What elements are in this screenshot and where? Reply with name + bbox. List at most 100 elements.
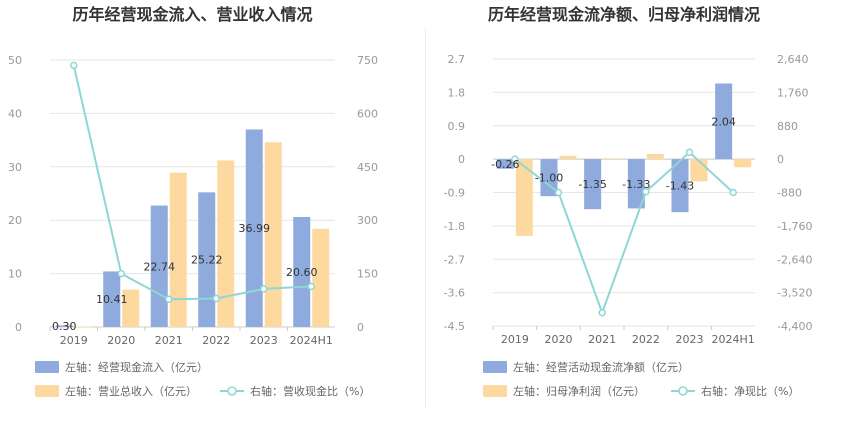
right-axis-tick-label: -4,400 [777,320,812,333]
legend-swatch-secondary [35,385,59,397]
bar-2019-primary [55,325,73,327]
data-label-2022: -1.33 [622,178,650,191]
left-axis-tick-label: 50 [8,54,22,67]
data-label-2019: -0.26 [491,158,519,171]
legend-line-marker [227,386,237,396]
bar-2024H1-primary [715,83,733,160]
bar-2024H1-secondary [312,228,330,327]
bar-2021-secondary [169,172,187,327]
bar-2023-primary [245,129,263,327]
line-point-2023 [685,148,694,157]
bar-2019-secondary [515,159,533,236]
bar-2022-primary [198,192,216,327]
bar-2019-primary [496,159,514,169]
bar-2021-secondary [603,159,621,160]
chart-left: 历年经营现金流入、营业收入情况 0 10 20 30 40 50 0 150 300 450 600 7… [8,5,378,398]
x-axis-label: 2021 [588,333,616,346]
x-axis-label: 2020 [107,334,135,347]
left-axis-tick-label: 40 [8,107,22,120]
chart-left-panel: 历年经营现金流入、营业收入情况 0 10 20 30 40 50 0 150 300 450 600 7… [8,5,378,398]
chart-right-panel: 历年经营现金流净额、归母净利润情况 -4.5 -3.6 -2.7 -1.8 -0.9 0 0.… [425,0,850,437]
panel-divider [425,28,426,408]
legend-swatch-secondary [483,385,507,397]
right-axis-tick-label: 150 [357,268,378,281]
x-axis-label: 2022 [202,334,230,347]
bar-2022-secondary [217,160,235,327]
bar-2023-primary [671,159,689,213]
left-axis-tick-label: 1.8 [448,86,466,99]
left-axis-tick-label: 0 [15,321,22,334]
x-axis-label: 2019 [501,333,529,346]
right-axis-tick-label: -1,760 [777,220,812,233]
legend-label-secondary: 左轴：归母净利润（亿元） [513,384,645,398]
legend-swatch-primary [35,361,59,373]
legend-line-marker [678,386,688,396]
data-label-2023: -1.43 [666,180,694,193]
right-axis-tick-label: 0 [357,321,364,334]
data-label-2024H1: 2.04 [711,115,736,128]
left-axis-tick-label: 0 [458,153,465,166]
x-axis-label: 2023 [250,334,278,347]
left-axis-tick-label: 20 [8,214,22,227]
line-point-2021 [598,308,606,317]
x-axis-label: 2023 [676,333,704,346]
left-axis-tick-label: 30 [8,161,22,174]
bar-2020-primary [103,271,121,327]
right-axis-tick-label: 2,640 [777,53,809,66]
line-point-2021 [165,295,173,303]
line-point-2019 [70,61,78,70]
legend-label-secondary: 左轴：营业总收入（亿元） [65,384,197,398]
data-label-2023: 36.99 [239,222,271,235]
left-axis-tick-label: -0.9 [444,187,465,200]
legend-label-primary: 左轴：经营现金流入（亿元） [65,360,208,374]
bar-2020-primary [540,159,558,197]
data-label-2021: -1.35 [578,178,606,191]
line-point-2022 [212,294,220,303]
line-point-2019 [511,155,519,163]
left-axis-tick-label: -1.8 [444,220,465,233]
right-axis-tick-label: 880 [777,120,798,133]
chart-title: 历年经营现金流入、营业收入情况 [72,5,312,24]
left-axis-tick-label: -3.6 [444,287,465,300]
bar-2020-secondary [122,289,140,327]
right-axis-tick-label: 1,760 [777,86,809,99]
chart-title: 历年经营现金流净额、归母净利润情况 [488,5,760,24]
bar-2022-primary [627,159,645,209]
chart-right: 历年经营现金流净额、归母净利润情况 -4.5 -3.6 -2.7 -1.8 -0.9 0 0.… [444,5,813,398]
left-axis-tick-label: 2.7 [448,53,466,66]
bar-2023-secondary [690,159,708,182]
right-axis-tick-label: 750 [357,54,378,67]
bar-2019-secondary [74,326,92,328]
bar-2022-secondary [646,153,664,160]
data-label-2020: 10.41 [96,293,128,306]
line-series [72,65,312,301]
data-label-2022: 25.22 [191,254,223,267]
legend-swatch-primary [483,361,507,373]
right-axis-tick-label: 600 [357,107,378,120]
x-axis-label: 2019 [60,334,88,347]
left-axis-tick-label: -4.5 [444,320,465,333]
left-axis-tick-label: -2.7 [444,253,465,266]
legend-label-primary: 左轴：经营活动现金流净额（亿元） [513,360,689,374]
right-axis-tick-label: -3,520 [777,287,812,300]
right-axis-tick-label: 450 [357,161,378,174]
bar-2020-secondary [559,155,577,160]
data-label-2021: 22.74 [144,260,176,273]
legend-label-line: 右轴：净现比（%） [701,384,799,398]
right-axis-tick-label: 300 [357,214,378,227]
bar-2024H1-primary [293,216,311,327]
data-label-2019: 0.30 [52,320,77,333]
line-point-2020 [554,188,563,197]
x-axis-label: 2024H1 [290,334,333,347]
x-axis-label: 2024H1 [712,333,755,346]
x-axis-label: 2021 [155,334,183,347]
legend-label-line: 右轴：营收现金比（%） [250,384,370,398]
data-label-2020: -1.00 [535,172,563,185]
line-point-2022 [642,187,650,196]
data-label-2024H1: 20.60 [286,266,318,279]
line-point-2024H1 [729,188,737,197]
x-axis-label: 2020 [545,333,573,346]
right-axis-tick-label: -2,640 [777,253,812,266]
bar-2024H1-secondary [734,159,752,168]
line-point-2020 [117,269,125,278]
